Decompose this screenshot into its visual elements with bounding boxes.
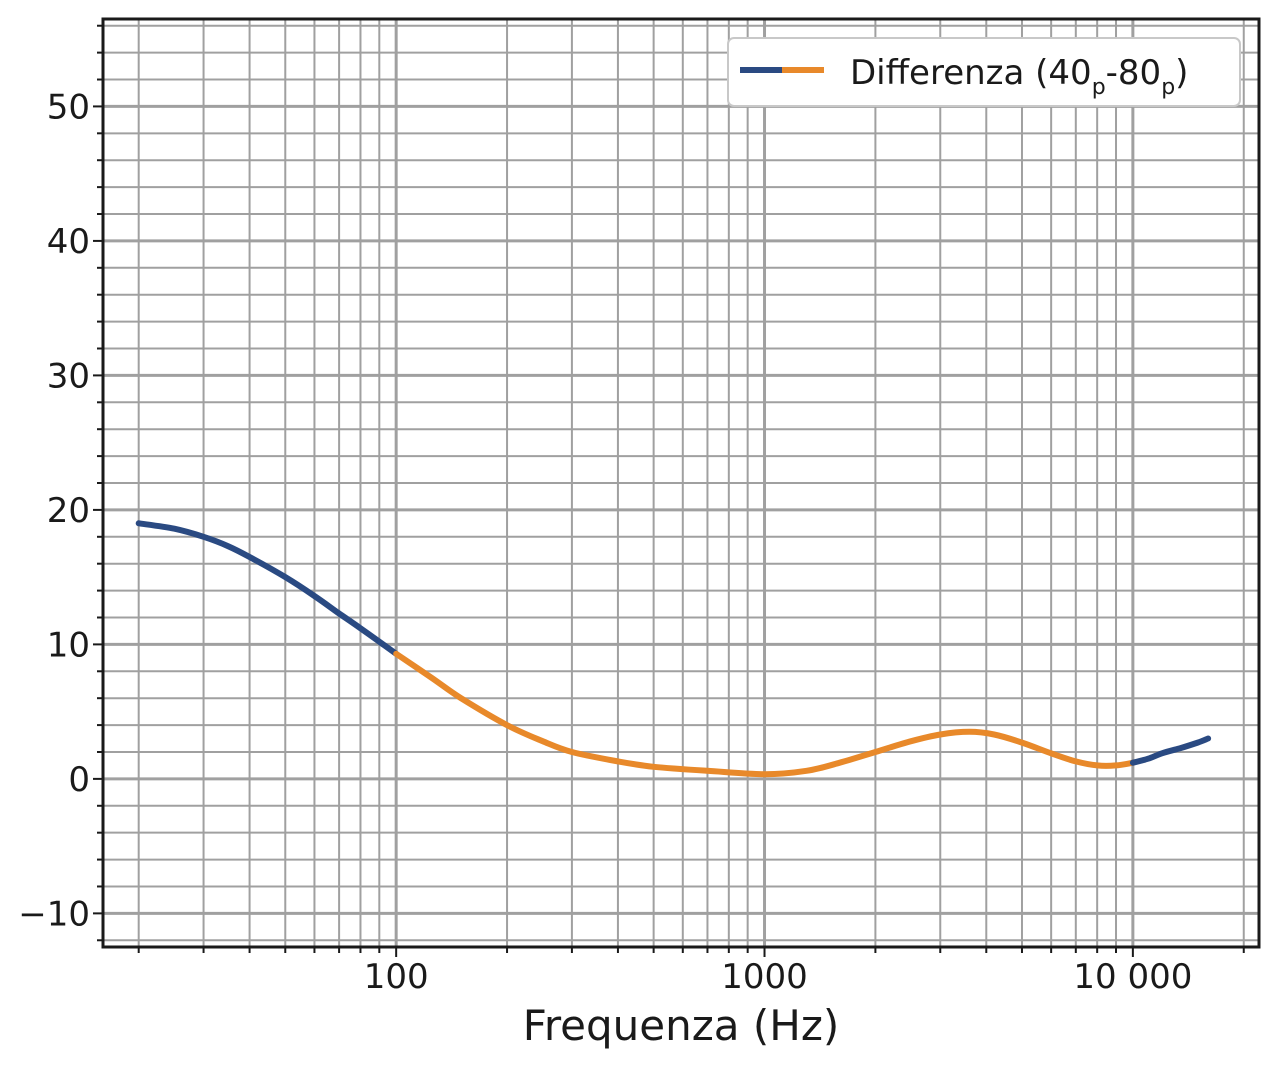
series-line — [135, 520, 1212, 778]
grid-minor — [103, 19, 1259, 947]
legend: Differenza (40p-80p) — [727, 37, 1241, 107]
x-tick-label: 100 — [364, 957, 429, 997]
y-tick-label: 0 — [68, 760, 90, 800]
series-line-mid — [393, 650, 1136, 778]
tick-labels: 100 1000 10 000 −10 0 10 20 30 40 50 — [18, 87, 1192, 997]
axis-ticks — [93, 24, 1245, 957]
grid-major — [103, 19, 1259, 947]
x-tick-label: 10 000 — [1073, 957, 1192, 997]
y-tick-label: 10 — [47, 625, 90, 665]
y-tick-label: 30 — [47, 356, 90, 396]
y-tick-label: 20 — [47, 491, 90, 531]
x-tick-label: 1000 — [721, 957, 808, 997]
y-tick-label: 50 — [47, 87, 90, 127]
series-line-low — [135, 520, 400, 657]
x-axis-title: Frequenza (Hz) — [523, 1001, 840, 1050]
legend-box — [727, 37, 1241, 107]
series-line-high — [1129, 735, 1212, 766]
legend-label: Differenza (40p-80p) — [850, 53, 1188, 100]
y-tick-label: 40 — [47, 222, 90, 262]
y-tick-label: −10 — [18, 894, 90, 934]
